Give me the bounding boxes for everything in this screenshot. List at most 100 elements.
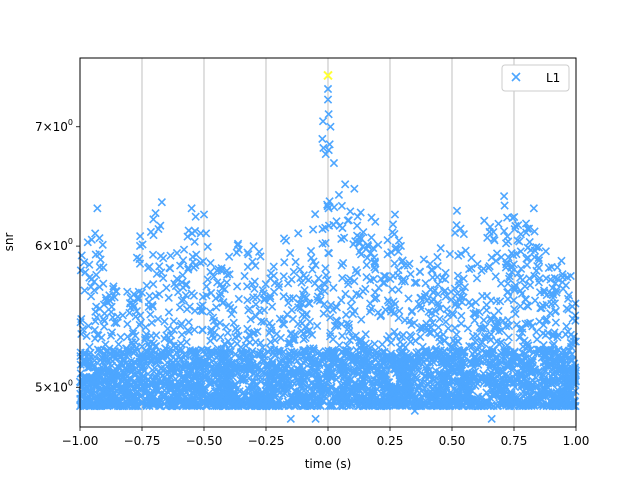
data-point: [491, 272, 500, 281]
data-point: [525, 237, 534, 247]
data-point: [338, 258, 348, 268]
data-point: [337, 392, 347, 401]
data-point: [326, 122, 335, 131]
data-point: [148, 250, 158, 259]
data-point: [133, 382, 142, 391]
data-point: [407, 307, 416, 317]
data-point: [558, 387, 567, 396]
data-point: [414, 395, 423, 405]
y-tick-label: 5×100: [35, 378, 73, 394]
data-point: [534, 243, 544, 252]
data-point: [452, 221, 461, 230]
data-point: [323, 275, 332, 284]
data-point: [234, 294, 243, 304]
data-point: [363, 346, 372, 355]
data-point: [290, 330, 300, 339]
data-point: [257, 355, 266, 364]
data-point: [410, 278, 420, 287]
data-point: [424, 307, 433, 316]
data-point: [415, 267, 425, 277]
data-point: [214, 375, 223, 385]
data-point: [444, 324, 453, 333]
data-point: [453, 271, 463, 280]
data-point: [290, 348, 299, 357]
data-point: [457, 319, 466, 328]
data-point: [368, 387, 377, 396]
data-point: [503, 288, 512, 297]
data-point: [517, 380, 527, 389]
data-point: [546, 289, 555, 299]
y-axis-label: snr: [2, 233, 16, 252]
data-point: [441, 387, 450, 397]
data-point: [240, 271, 249, 281]
data-point: [495, 374, 505, 384]
data-point: [95, 401, 104, 411]
data-point: [479, 374, 488, 383]
data-point: [252, 387, 262, 397]
data-point: [371, 288, 380, 297]
data-point: [157, 268, 166, 277]
data-point: [270, 336, 280, 345]
data-point: [199, 257, 208, 266]
data-point: [273, 380, 282, 389]
data-point: [169, 317, 178, 326]
data-point: [303, 327, 312, 336]
data-point: [532, 266, 541, 275]
data-point: [248, 329, 258, 338]
data-point: [325, 332, 335, 341]
data-point: [487, 414, 496, 424]
data-point: [489, 311, 499, 320]
data-point: [195, 371, 204, 381]
data-point: [308, 354, 317, 363]
data-point: [308, 225, 318, 234]
data-point: [162, 345, 172, 354]
data-point: [92, 371, 101, 381]
loudest-trigger-marker: [323, 70, 333, 81]
data-point: [510, 285, 519, 295]
data-point: [341, 289, 350, 299]
data-point: [419, 378, 428, 387]
data-point: [212, 266, 222, 275]
data-point: [214, 368, 223, 377]
data-point: [470, 347, 479, 356]
data-point: [238, 348, 248, 357]
data-point: [431, 307, 440, 316]
data-point: [288, 314, 298, 324]
data-point: [135, 320, 144, 330]
data-point: [397, 361, 406, 370]
data-point: [128, 300, 138, 309]
data-point: [161, 394, 170, 404]
data-point: [416, 304, 426, 313]
data-point: [469, 359, 479, 368]
data-point: [190, 306, 200, 315]
data-point: [346, 207, 355, 216]
data-point: [126, 399, 135, 408]
data-point: [552, 285, 561, 295]
data-point: [287, 364, 296, 373]
legend-marker-l1: [511, 72, 521, 82]
data-point: [312, 321, 322, 331]
data-point: [229, 318, 238, 327]
data-point: [567, 378, 577, 387]
data-point: [331, 302, 340, 311]
data-point: [570, 363, 580, 372]
data-point: [434, 301, 443, 310]
data-point: [526, 345, 535, 354]
data-point: [463, 389, 473, 399]
data-point: [522, 376, 531, 386]
data-point: [326, 313, 335, 322]
data-point: [299, 292, 309, 302]
data-point: [194, 361, 204, 370]
legend: L1: [501, 64, 570, 92]
data-point: [381, 369, 391, 379]
data-point: [377, 381, 386, 390]
data-point: [521, 349, 530, 358]
data-point: [321, 347, 331, 356]
data-point: [485, 358, 494, 367]
data-point: [350, 307, 359, 316]
data-point: [471, 298, 481, 307]
data-point: [298, 319, 307, 328]
data-point: [388, 271, 398, 281]
data-point: [571, 299, 580, 308]
data-point: [220, 339, 229, 349]
